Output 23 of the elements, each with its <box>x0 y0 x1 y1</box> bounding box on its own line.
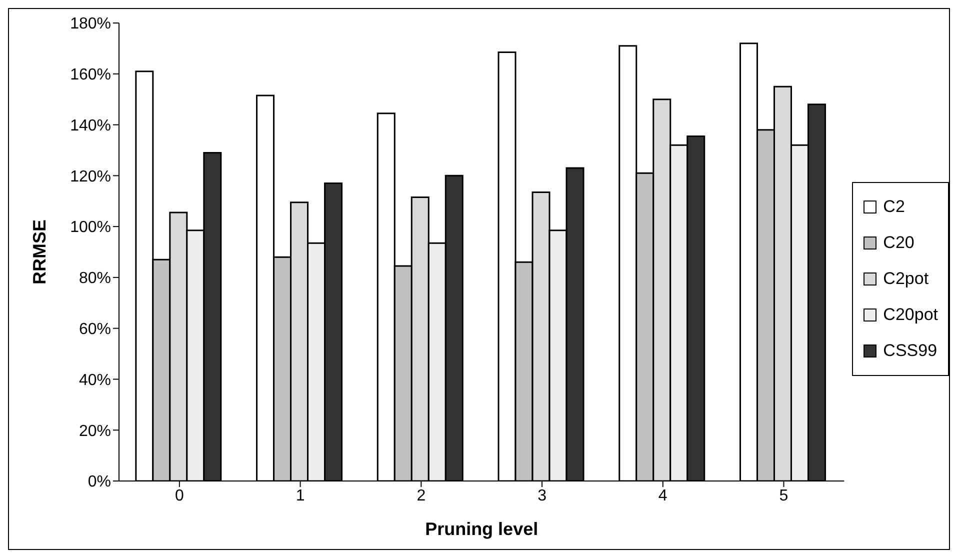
y-tick-label: 160% <box>70 66 111 84</box>
legend-label: C20 <box>883 233 914 253</box>
y-tick-label: 80% <box>78 270 111 288</box>
y-axis-title: RRMSE <box>29 219 50 285</box>
y-tick-label: 140% <box>70 117 111 134</box>
y-tick-label: 180% <box>70 16 111 33</box>
legend-label: C2 <box>883 197 905 217</box>
x-tick-label: 2 <box>416 487 426 504</box>
x-axis-title: Pruning level <box>425 519 538 539</box>
legend-label: C2pot <box>883 269 929 289</box>
x-tick-label: 3 <box>538 487 547 504</box>
x-tick-label: 1 <box>296 487 305 504</box>
y-tick-label: 20% <box>78 422 111 440</box>
y-tick-label: 100% <box>70 219 111 236</box>
x-tick-label: 4 <box>658 487 668 504</box>
y-tick-label: 120% <box>70 168 111 186</box>
x-tick-label: 5 <box>779 487 788 504</box>
x-tick-label: 0 <box>174 487 184 504</box>
legend-label: CSS99 <box>883 341 938 361</box>
y-tick-label: 40% <box>78 372 111 389</box>
y-tick-label: 0% <box>88 474 111 491</box>
legend-label: C20pot <box>883 305 938 325</box>
y-tick-label: 60% <box>78 321 111 338</box>
